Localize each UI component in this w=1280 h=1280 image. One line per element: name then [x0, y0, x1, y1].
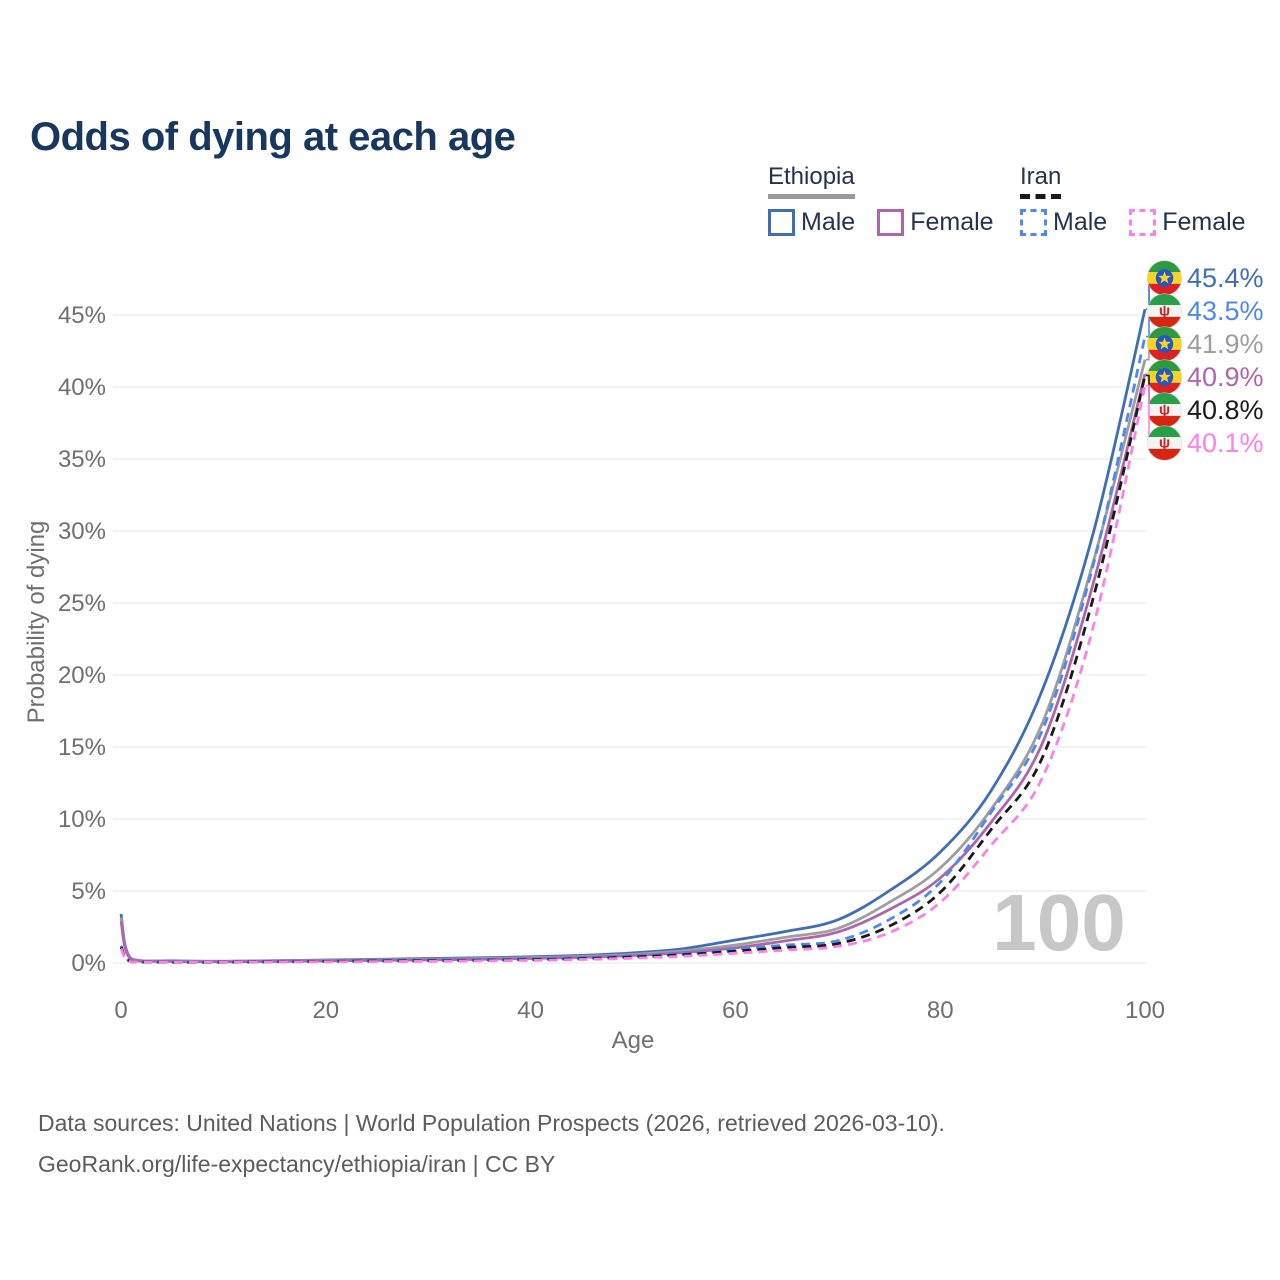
end-value-label: 40.1%: [1187, 428, 1264, 458]
legend-item-ethiopia-female[interactable]: Female: [877, 208, 994, 237]
iran-flag-icon: ψ: [1147, 293, 1182, 329]
end-value-label: 40.8%: [1187, 395, 1264, 425]
legend-item-iran-female[interactable]: Female: [1129, 208, 1246, 237]
end-value-label: 43.5%: [1187, 296, 1264, 326]
svg-text:ψ: ψ: [1159, 402, 1170, 419]
legend-item-label: Female: [1162, 208, 1246, 236]
line-ethiopia-female[interactable]: [119, 373, 1147, 964]
y-tick-label: 40%: [58, 374, 106, 401]
legend-item-label: Male: [1053, 208, 1108, 236]
ethiopia-female-swatch-icon: [877, 209, 905, 236]
legend-item-iran-male[interactable]: Male: [1020, 208, 1107, 237]
svg-text:ψ: ψ: [1159, 435, 1170, 452]
page-title: Odds of dying at each age: [30, 114, 516, 159]
data-sources-line: Data sources: United Nations | World Pop…: [38, 1110, 945, 1136]
line-iran-female[interactable]: [119, 385, 1147, 964]
iran-flag-icon: ψ: [1147, 425, 1182, 461]
attribution-line: GeoRank.org/life-expectancy/ethiopia/ira…: [38, 1151, 556, 1177]
legend-item-ethiopia-male[interactable]: Male: [768, 208, 855, 237]
ethiopia-flag-icon: [1147, 359, 1182, 395]
y-axis-title: Probability of dying: [23, 521, 50, 724]
x-tick-label: 20: [312, 997, 339, 1024]
legend-country-iran[interactable]: Iran: [1020, 163, 1062, 199]
footer: Data sources: United Nations | World Pop…: [38, 1103, 945, 1185]
ethiopia-male-swatch-icon: [768, 209, 795, 236]
ethiopia-flag-icon: [1147, 326, 1182, 362]
x-axis-title: Age: [612, 1027, 655, 1054]
line-ethiopia-both[interactable]: [119, 359, 1147, 963]
label-connector: [1146, 384, 1150, 443]
legend: Ethiopia Male Female Iran Male Female: [0, 163, 1280, 243]
legend-item-label: Male: [801, 208, 856, 236]
y-tick-label: 20%: [58, 662, 106, 689]
y-tick-label: 25%: [58, 590, 106, 617]
x-tick-label: 60: [722, 997, 749, 1024]
legend-group-ethiopia: Ethiopia Male Female: [768, 163, 994, 237]
x-tick-label: 80: [927, 997, 954, 1024]
y-tick-label: 5%: [71, 878, 106, 905]
x-tick-label: 0: [114, 997, 127, 1024]
line-iran-both[interactable]: [119, 375, 1147, 964]
iran-female-swatch-icon: [1129, 209, 1157, 236]
line-ethiopia-male[interactable]: [119, 308, 1147, 963]
legend-country-ethiopia[interactable]: Ethiopia: [768, 163, 855, 199]
ethiopia-flag-icon: [1147, 260, 1182, 296]
y-tick-label: 15%: [58, 734, 106, 761]
end-value-label: 41.9%: [1187, 329, 1264, 359]
x-tick-label: 40: [517, 997, 544, 1024]
end-value-label: 40.9%: [1187, 362, 1264, 392]
line-iran-male[interactable]: [119, 336, 1147, 964]
x-tick-label: 100: [1125, 997, 1165, 1024]
legend-group-iran: Iran Male Female: [1020, 163, 1246, 237]
y-tick-label: 30%: [58, 518, 106, 545]
svg-text:ψ: ψ: [1159, 303, 1170, 320]
y-tick-label: 35%: [58, 446, 106, 473]
y-tick-label: 45%: [58, 302, 106, 329]
y-tick-label: 10%: [58, 806, 106, 833]
end-value-label: 45.4%: [1187, 263, 1264, 293]
y-tick-label: 0%: [71, 950, 106, 977]
iran-flag-icon: ψ: [1147, 392, 1182, 428]
age-counter-watermark: 100: [992, 878, 1125, 967]
iran-male-swatch-icon: [1020, 209, 1047, 236]
legend-item-label: Female: [910, 208, 994, 236]
